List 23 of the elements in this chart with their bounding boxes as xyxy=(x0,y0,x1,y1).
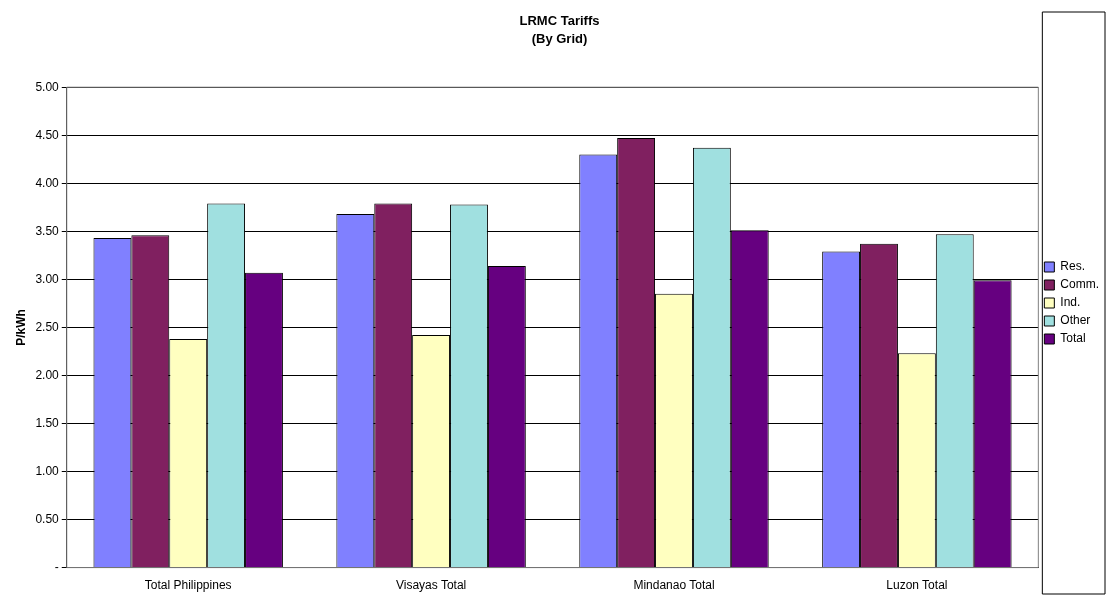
y-tick-label: 0.50 xyxy=(35,511,60,526)
y-tick-label: 1.00 xyxy=(35,463,60,478)
y-tick-label: 1.50 xyxy=(35,415,60,430)
legend-label: Res. xyxy=(1060,259,1086,274)
y-tick-label: 3.00 xyxy=(35,271,60,286)
y-tick-label: - xyxy=(54,559,59,574)
legend-label: Other xyxy=(1060,313,1091,328)
x-tick-label: Mindanao Total xyxy=(633,578,715,593)
chart-subtitle: (By Grid) xyxy=(531,30,588,46)
legend-label: Comm. xyxy=(1060,277,1100,292)
y-tick-label: 3.50 xyxy=(35,223,60,238)
x-tick-label: Total Philippines xyxy=(144,578,232,593)
legend-label: Ind. xyxy=(1060,295,1081,310)
y-tick-label: 4.50 xyxy=(35,127,60,142)
legend-label: Total xyxy=(1060,331,1086,346)
y-tick-label: 2.50 xyxy=(35,319,60,334)
x-tick-label: Visayas Total xyxy=(395,578,467,593)
y-tick-label: 2.00 xyxy=(35,367,60,382)
y-tick-label: 4.00 xyxy=(35,175,60,190)
y-axis-title: P/kWh xyxy=(13,309,28,346)
x-tick-label: Luzon Total xyxy=(886,578,948,593)
chart-title: LRMC Tariffs xyxy=(519,13,600,29)
y-tick-label: 5.00 xyxy=(35,79,60,94)
